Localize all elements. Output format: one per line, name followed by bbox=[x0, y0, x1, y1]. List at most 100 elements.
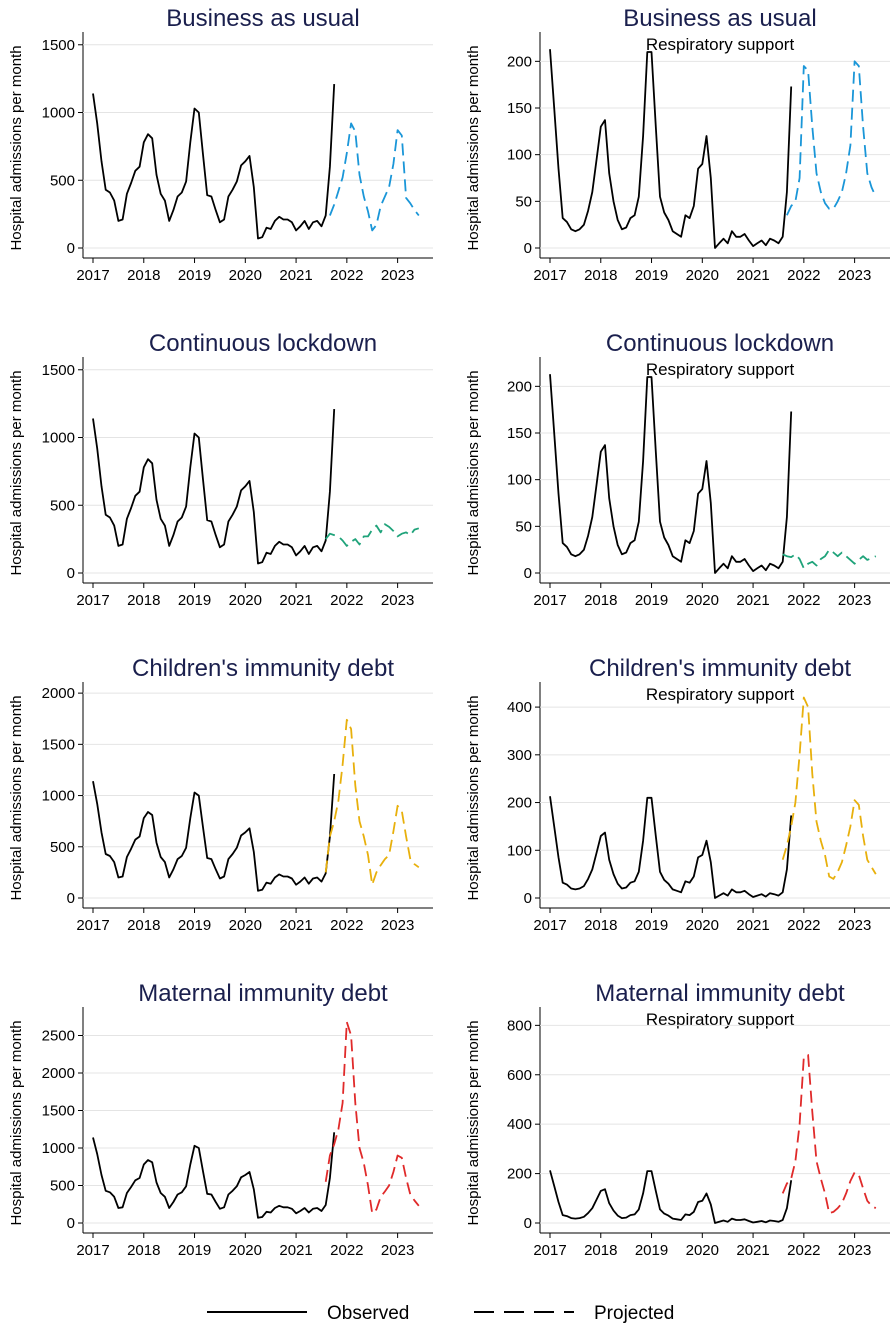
x-tick-label: 2018 bbox=[584, 917, 617, 934]
chart-panel-2: Business as usual Respiratory support Hosp… bbox=[465, 5, 890, 284]
legend-observed-label: Observed bbox=[327, 1303, 409, 1324]
series-line-observed bbox=[549, 49, 793, 249]
y-tick-label: 0 bbox=[524, 565, 532, 582]
x-tick-label: 2022 bbox=[787, 917, 820, 934]
x-tick-label: 2018 bbox=[127, 917, 160, 934]
y-tick-label: 1000 bbox=[42, 788, 75, 805]
series-line-observed bbox=[549, 374, 793, 574]
series-line-observed bbox=[92, 1132, 336, 1219]
series-line-observed bbox=[92, 773, 336, 892]
y-tick-label: 1000 bbox=[42, 430, 75, 447]
x-tick-label: 2018 bbox=[584, 592, 617, 609]
y-axis-label: Hospital admissions per month bbox=[465, 695, 482, 900]
chart-panel-4: Continuous lockdown Respiratory support Ho… bbox=[465, 330, 890, 609]
chart-subtitle: Respiratory support bbox=[646, 685, 795, 704]
x-tick-label: 2023 bbox=[381, 917, 414, 934]
y-tick-label: 0 bbox=[67, 240, 75, 257]
x-tick-label: 2022 bbox=[330, 267, 363, 284]
y-tick-label: 400 bbox=[507, 699, 532, 716]
chart-panels: Business as usual Hospital admissions per… bbox=[8, 5, 890, 1259]
y-tick-label: 0 bbox=[67, 565, 75, 582]
series-line-projected bbox=[329, 122, 420, 232]
x-tick-label: 2019 bbox=[635, 267, 668, 284]
x-tick-label: 2017 bbox=[533, 267, 566, 284]
chart-subtitle: Respiratory support bbox=[646, 35, 795, 54]
y-axis-label: Hospital admissions per month bbox=[8, 1020, 25, 1225]
x-tick-label: 2017 bbox=[533, 1242, 566, 1259]
chart-title: Continuous lockdown bbox=[149, 330, 377, 357]
x-tick-label: 2022 bbox=[787, 1242, 820, 1259]
y-axis-label: Hospital admissions per month bbox=[8, 370, 25, 575]
x-tick-label: 2018 bbox=[584, 1242, 617, 1259]
x-tick-label: 2019 bbox=[178, 267, 211, 284]
y-tick-label: 500 bbox=[50, 839, 75, 856]
series-line-projected bbox=[324, 718, 420, 886]
x-tick-label: 2021 bbox=[279, 267, 312, 284]
x-tick-label: 2019 bbox=[178, 592, 211, 609]
x-tick-label: 2022 bbox=[787, 592, 820, 609]
chart-title: Continuous lockdown bbox=[606, 330, 834, 357]
y-tick-label: 0 bbox=[67, 890, 75, 907]
y-axis-label: Hospital admissions per month bbox=[465, 45, 482, 250]
chart-title: Business as usual bbox=[623, 5, 816, 32]
x-tick-label: 2021 bbox=[736, 1242, 769, 1259]
y-axis-label: Hospital admissions per month bbox=[465, 1020, 482, 1225]
x-tick-label: 2018 bbox=[127, 267, 160, 284]
x-tick-label: 2020 bbox=[686, 592, 719, 609]
y-tick-label: 200 bbox=[507, 795, 532, 812]
x-tick-label: 2019 bbox=[635, 1242, 668, 1259]
series-line-projected bbox=[324, 1021, 420, 1215]
x-tick-label: 2022 bbox=[330, 592, 363, 609]
y-tick-label: 150 bbox=[507, 100, 532, 117]
y-tick-label: 500 bbox=[50, 497, 75, 514]
x-tick-label: 2021 bbox=[279, 592, 312, 609]
y-tick-label: 200 bbox=[507, 53, 532, 70]
series-line-observed bbox=[549, 1170, 793, 1224]
x-tick-label: 2018 bbox=[127, 1242, 160, 1259]
x-tick-label: 2019 bbox=[178, 917, 211, 934]
y-tick-label: 100 bbox=[507, 842, 532, 859]
chart-panel-8: Maternal immunity debt Respiratory suppor… bbox=[465, 980, 890, 1259]
series-line-projected bbox=[781, 696, 877, 880]
y-tick-label: 1500 bbox=[42, 37, 75, 54]
y-tick-label: 150 bbox=[507, 425, 532, 442]
x-tick-label: 2023 bbox=[838, 592, 871, 609]
x-tick-label: 2020 bbox=[229, 917, 262, 934]
x-tick-label: 2020 bbox=[686, 917, 719, 934]
chart-title: Business as usual bbox=[166, 5, 359, 32]
y-tick-label: 2500 bbox=[42, 1028, 75, 1045]
x-tick-label: 2021 bbox=[279, 1242, 312, 1259]
chart-panel-1: Business as usual Hospital admissions per… bbox=[8, 5, 433, 284]
y-tick-label: 1500 bbox=[42, 362, 75, 379]
x-tick-label: 2021 bbox=[736, 917, 769, 934]
x-tick-label: 2019 bbox=[635, 592, 668, 609]
x-tick-label: 2020 bbox=[229, 267, 262, 284]
legend-projected-label: Projected bbox=[594, 1303, 674, 1324]
y-tick-label: 200 bbox=[507, 378, 532, 395]
x-tick-label: 2021 bbox=[736, 592, 769, 609]
y-tick-label: 1500 bbox=[42, 736, 75, 753]
y-tick-label: 200 bbox=[507, 1166, 532, 1183]
x-tick-label: 2019 bbox=[635, 917, 668, 934]
y-tick-label: 400 bbox=[507, 1116, 532, 1133]
x-tick-label: 2019 bbox=[178, 1242, 211, 1259]
chart-panel-7: Maternal immunity debt Hospital admission… bbox=[8, 980, 433, 1259]
y-tick-label: 0 bbox=[524, 890, 532, 907]
y-tick-label: 0 bbox=[67, 1215, 75, 1232]
y-tick-label: 100 bbox=[507, 472, 532, 489]
y-tick-label: 2000 bbox=[42, 1065, 75, 1082]
x-tick-label: 2017 bbox=[533, 917, 566, 934]
y-axis-label: Hospital admissions per month bbox=[8, 45, 25, 250]
chart-title: Children's immunity debt bbox=[589, 655, 851, 682]
chart-title: Children's immunity debt bbox=[132, 655, 394, 682]
x-tick-label: 2023 bbox=[838, 1242, 871, 1259]
chart-title: Maternal immunity debt bbox=[138, 980, 388, 1007]
y-axis-label: Hospital admissions per month bbox=[8, 695, 25, 900]
y-tick-label: 1000 bbox=[42, 105, 75, 122]
series-line-projected bbox=[781, 1054, 877, 1214]
x-tick-label: 2017 bbox=[76, 267, 109, 284]
x-tick-label: 2023 bbox=[381, 592, 414, 609]
x-tick-label: 2022 bbox=[787, 267, 820, 284]
y-tick-label: 0 bbox=[524, 240, 532, 257]
x-tick-label: 2020 bbox=[229, 592, 262, 609]
